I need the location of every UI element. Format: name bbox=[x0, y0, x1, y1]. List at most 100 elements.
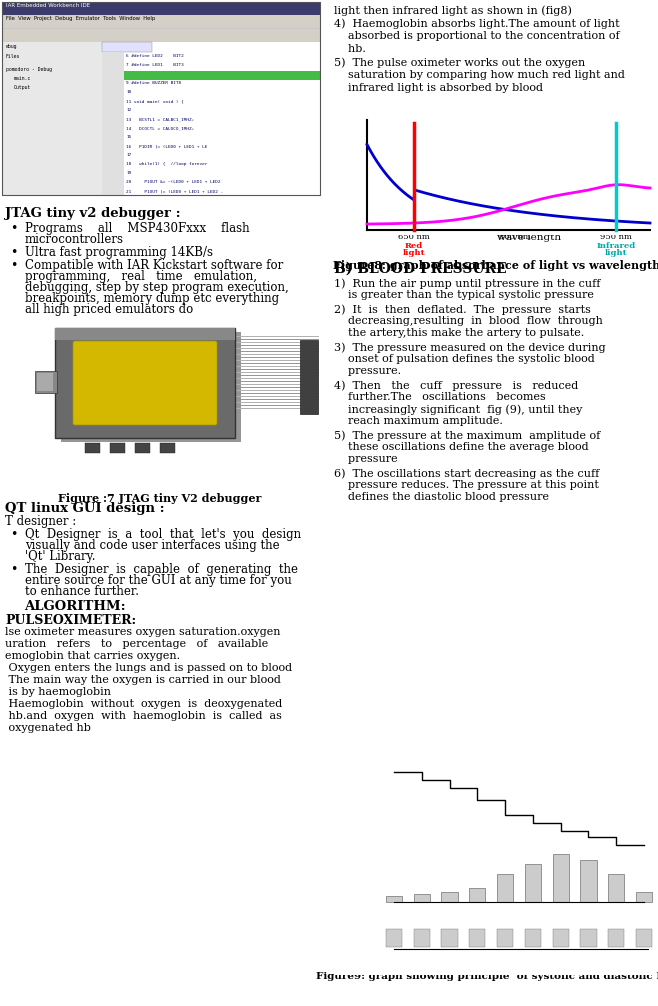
Bar bbox=[608, 874, 624, 902]
Text: Infrared: Infrared bbox=[597, 242, 636, 250]
Text: PULSEOXIMETER:: PULSEOXIMETER: bbox=[5, 614, 136, 627]
Text: 120: 120 bbox=[495, 794, 515, 803]
Text: defines the diastolic blood pressure: defines the diastolic blood pressure bbox=[334, 492, 549, 502]
Bar bbox=[553, 854, 569, 902]
Bar bbox=[102, 42, 152, 52]
FancyBboxPatch shape bbox=[61, 332, 241, 442]
Text: increasingly significant  fig (9), until they: increasingly significant fig (9), until … bbox=[334, 404, 582, 414]
Text: absorbance: absorbance bbox=[349, 144, 357, 200]
Text: 16: 16 bbox=[103, 144, 109, 148]
Text: Oscillations transmitted: Oscillations transmitted bbox=[337, 927, 447, 936]
Text: 130: 130 bbox=[468, 788, 487, 797]
Text: hb.and  oxygen  with  haemoglobin  is  called  as: hb.and oxygen with haemoglobin is called… bbox=[5, 711, 282, 721]
Bar bbox=[2, 2, 320, 195]
Text: pressure.: pressure. bbox=[334, 366, 401, 376]
Bar bbox=[636, 929, 652, 947]
Text: 120: 120 bbox=[497, 951, 514, 960]
Text: 160: 160 bbox=[386, 951, 403, 960]
Text: 90: 90 bbox=[582, 820, 595, 829]
Bar bbox=[580, 929, 597, 947]
Text: Pressure in the bladder: Pressure in the bladder bbox=[396, 820, 515, 829]
Text: visually and code user interfaces using the: visually and code user interfaces using … bbox=[25, 539, 280, 552]
Text: is greater than the typical systolic pressure: is greater than the typical systolic pre… bbox=[334, 290, 594, 300]
Bar bbox=[124, 71, 320, 80]
Text: pomodoro - Debug: pomodoro - Debug bbox=[6, 67, 52, 72]
Bar bbox=[414, 929, 430, 947]
Text: Figure8: graph of absorbance of light vs wavelength: Figure8: graph of absorbance of light vs… bbox=[334, 260, 658, 271]
Bar bbox=[497, 874, 513, 902]
Text: 150: 150 bbox=[413, 773, 431, 782]
Text: 14   DCOCTL = CALDCO_1MHZ;: 14 DCOCTL = CALDCO_1MHZ; bbox=[126, 126, 194, 130]
Text: 140: 140 bbox=[440, 780, 459, 789]
Text: 'Qt' Library.: 'Qt' Library. bbox=[25, 550, 95, 563]
Bar bbox=[37, 373, 53, 391]
Text: mean: mean bbox=[557, 876, 565, 899]
Bar bbox=[160, 443, 175, 453]
Text: 18   while(1) {  //loop forever: 18 while(1) { //loop forever bbox=[126, 162, 207, 166]
Bar bbox=[525, 864, 541, 902]
Text: entire source for the GUI at any time for you: entire source for the GUI at any time fo… bbox=[25, 574, 291, 586]
Text: 19: 19 bbox=[126, 171, 131, 175]
Bar bbox=[340, 110, 655, 235]
Text: •: • bbox=[10, 259, 17, 272]
Text: olimex: olimex bbox=[103, 361, 187, 381]
Text: breakpoints, memory dump etc everything: breakpoints, memory dump etc everything bbox=[25, 292, 279, 305]
Text: is by haemoglobin: is by haemoglobin bbox=[5, 687, 111, 697]
Text: 6: 6 bbox=[103, 54, 106, 58]
Bar bbox=[102, 52, 124, 195]
Bar bbox=[2, 29, 320, 42]
Text: 7: 7 bbox=[103, 63, 106, 67]
Bar bbox=[442, 892, 458, 902]
Text: Output: Output bbox=[14, 85, 31, 90]
Text: 100: 100 bbox=[552, 951, 569, 960]
Text: 12: 12 bbox=[126, 108, 131, 112]
Text: pressure reduces. The pressure at this point: pressure reduces. The pressure at this p… bbox=[334, 480, 599, 490]
Text: 4)  Then   the   cuff   pressure   is   reduced: 4) Then the cuff pressure is reduced bbox=[334, 380, 578, 390]
Text: decreasing,resulting  in  blood  flow  through: decreasing,resulting in blood flow throu… bbox=[334, 316, 603, 326]
Bar bbox=[414, 894, 430, 902]
Text: www.olimex.com: www.olimex.com bbox=[118, 385, 172, 390]
Text: pressure: pressure bbox=[334, 454, 397, 464]
Text: these oscillations define the average blood: these oscillations define the average bl… bbox=[334, 442, 589, 452]
Text: Qt  Designer  is  a  tool  that  let's  you  design: Qt Designer is a tool that let's you des… bbox=[25, 528, 301, 541]
Text: 20: 20 bbox=[103, 180, 109, 184]
Text: Figure9: graph showing principle  of systolic and diastolic BP: Figure9: graph showing principle of syst… bbox=[316, 972, 658, 981]
Bar bbox=[300, 340, 318, 414]
Text: QT linux GUI design :: QT linux GUI design : bbox=[5, 502, 164, 515]
Text: math.c: math.c bbox=[105, 43, 122, 48]
Text: 140: 140 bbox=[441, 951, 458, 960]
Text: mmHg: mmHg bbox=[643, 835, 651, 863]
Text: T designer :: T designer : bbox=[5, 515, 76, 528]
Text: 80: 80 bbox=[610, 826, 622, 835]
Text: absorbed is proportional to the concentration of: absorbed is proportional to the concentr… bbox=[334, 31, 620, 41]
Text: 11: 11 bbox=[103, 99, 109, 103]
Text: Ultra fast programming 14KB/s: Ultra fast programming 14KB/s bbox=[25, 246, 213, 259]
Text: •: • bbox=[10, 528, 17, 541]
Text: B) BLOOD PRESSURE: B) BLOOD PRESSURE bbox=[334, 262, 507, 276]
Text: wave length: wave length bbox=[497, 233, 561, 242]
Text: 2)  It  is  then  deflated.  The  pressure  starts: 2) It is then deflated. The pressure sta… bbox=[334, 304, 591, 315]
Text: 17: 17 bbox=[103, 153, 109, 157]
Text: •: • bbox=[10, 246, 17, 259]
Text: mmHg: mmHg bbox=[643, 933, 651, 962]
Text: 70: 70 bbox=[638, 831, 650, 840]
Bar bbox=[442, 929, 458, 947]
Text: •: • bbox=[10, 222, 17, 235]
Text: 150: 150 bbox=[413, 951, 430, 960]
Text: 80: 80 bbox=[611, 951, 622, 960]
Text: to the cuff: to the cuff bbox=[352, 939, 399, 948]
Text: 110: 110 bbox=[524, 951, 542, 960]
Bar bbox=[2, 15, 320, 28]
Text: further.The   oscillations   becomes: further.The oscillations becomes bbox=[334, 392, 545, 402]
Text: 3)  The pressure measured on the device during: 3) The pressure measured on the device d… bbox=[334, 342, 605, 352]
Text: 16   P1DIR |= (LED0 + LED1 + LE: 16 P1DIR |= (LED0 + LED1 + LE bbox=[126, 144, 207, 148]
Bar bbox=[2, 2, 320, 15]
Bar bbox=[608, 929, 624, 947]
Text: 90: 90 bbox=[583, 951, 594, 960]
Text: 7: 7 bbox=[644, 951, 649, 960]
FancyBboxPatch shape bbox=[55, 328, 235, 438]
Text: 5)  The pulse oximeter works out the oxygen: 5) The pulse oximeter works out the oxyg… bbox=[334, 57, 585, 67]
Text: 18: 18 bbox=[103, 162, 109, 166]
Text: ebug: ebug bbox=[6, 44, 18, 49]
Text: IAR Embedded Workbench IDE: IAR Embedded Workbench IDE bbox=[6, 3, 90, 8]
